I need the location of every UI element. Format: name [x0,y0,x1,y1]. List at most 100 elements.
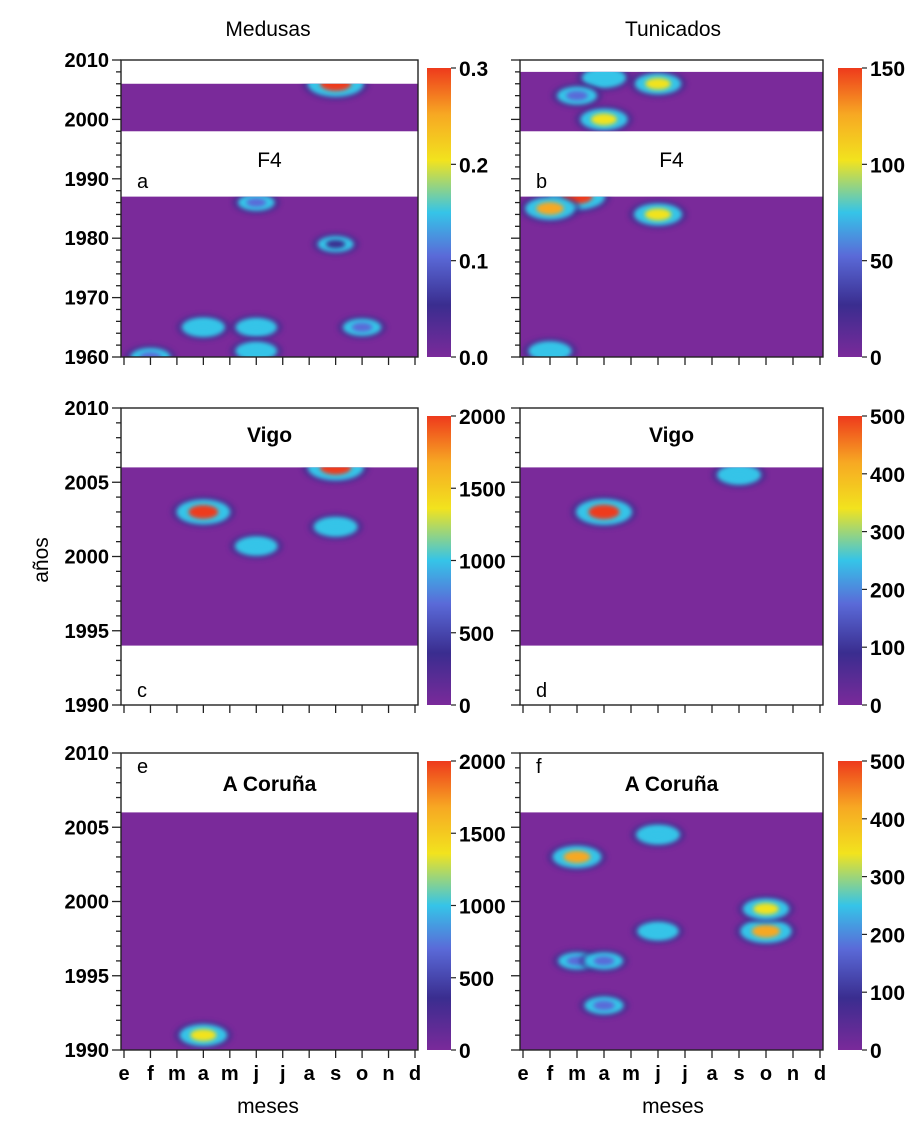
panel-title: F4 [257,149,282,172]
panel-title: Vigo [649,424,694,447]
colorbar-tick-label: 200 [870,924,905,947]
panel-letter: a [137,171,149,193]
panel-b: b F4 0 50 100 150 [511,58,905,370]
x-tick-label: j [279,1063,286,1085]
colorbar-tick-label: 500 [870,406,905,429]
hotspot-core [593,1000,615,1011]
hotspot-core [646,829,670,841]
hotspots [173,1020,234,1051]
panel-letter: d [536,680,547,702]
colorbar-tick-label: 50 [870,251,893,274]
panel-title: A Coruña [625,773,719,796]
x-tick-label: m [168,1063,186,1085]
colorbar-tick-label: 1000 [459,896,506,919]
panel-letter: e [137,756,148,778]
hotspot-core [190,1029,217,1042]
panel-c: 1990 1995 2000 2005 2010 c Vigo 0 500 1000 1500 200… [65,398,506,718]
hotspot-core [244,346,268,357]
x-tick-label: a [706,1063,718,1085]
hotspots [570,467,767,529]
colorbar-tick-label: 500 [870,751,905,774]
hotspot-core [588,504,620,520]
x-tick-label: m [221,1063,239,1085]
y-tick-label: 2000 [65,547,110,569]
hotspot-core [191,322,216,333]
colorbar-tick-label: 0 [459,695,471,718]
colorbar [838,761,862,1050]
y-tick-label: 1995 [65,966,110,988]
hotspot-core [320,467,352,475]
panel-letter: b [536,171,547,193]
colorbar-tick-label: 0.3 [459,58,488,81]
colorbar-tick-label: 300 [870,867,905,890]
colorbar-tick-label: 0 [459,1040,471,1063]
y-tick-label: 1990 [65,169,110,191]
colorbar [838,416,862,705]
panel-title: A Coruña [223,773,317,796]
colorbar-tick-label: 200 [870,579,905,602]
x-tick-label: m [622,1063,640,1085]
x-tick-label: j [681,1063,688,1085]
x-tick-label: a [598,1063,610,1085]
hotspots [124,83,388,357]
x-tick-label: e [517,1063,528,1085]
hotspots [520,71,688,357]
data-region [520,467,823,646]
x-tick-label: m [568,1063,586,1085]
panel-title: F4 [659,149,684,172]
hotspot-core [246,198,267,207]
x-tick-label: f [147,1063,154,1085]
hotspot-mid [307,83,364,97]
hotspot-core [188,505,219,519]
colorbar-tick-label: 2000 [459,406,506,429]
colorbar-tick-label: 1000 [459,551,506,574]
colorbar-tick-label: 500 [459,968,494,991]
colorbar-tick-label: 0.0 [459,347,488,370]
y-tick-label: 1960 [65,347,110,369]
panel-letter: c [137,680,147,702]
y-tick-label: 2000 [65,109,110,131]
x-axis-label-left: meses [237,1095,299,1118]
y-tick-label: 1995 [65,621,110,643]
panel-d: d Vigo 0 100 200 300 400 500 [511,406,905,718]
colorbar-tick-label: 400 [870,809,905,832]
x-tick-label: j [654,1063,661,1085]
hotspot-core [593,956,615,966]
x-tick-label: n [382,1063,394,1085]
y-tick-label: 2000 [65,892,110,914]
hotspot-core [323,521,348,533]
x-axis-label-right: meses [642,1095,704,1118]
colorbar-tick-label: 150 [870,58,905,81]
x-tick-label: d [409,1063,421,1085]
y-axis-label: años [30,537,53,583]
hotspot-core [644,208,672,221]
hotspot-core [646,926,670,937]
x-tick-label: s [330,1063,341,1085]
x-tick-label: e [118,1063,129,1085]
hotspot-core [351,322,373,332]
hotspot-core [538,345,562,357]
hotspot-core [536,202,564,215]
hotspot-core [244,540,268,552]
hotspot-core [244,322,268,333]
hotspot-core [645,78,671,90]
colorbar-tick-label: 500 [459,623,494,646]
hotspot-core [139,352,162,357]
x-tick-label: d [814,1063,826,1085]
hotspot-core [563,850,591,864]
y-tick-label: 1990 [65,695,110,717]
hotspot-mid [130,348,171,357]
hotspots [546,820,798,1019]
y-tick-label: 2010 [65,398,110,420]
hotspot-core [727,469,751,481]
y-tick-label: 1990 [65,1040,110,1062]
colorbar-tick-label: 400 [870,464,905,487]
x-tick-label: j [252,1063,259,1085]
x-tick-label: o [356,1063,368,1085]
x-tick-label: a [198,1063,210,1085]
colorbar-tick-label: 100 [870,154,905,177]
colorbar-tick-label: 0 [870,1040,882,1063]
